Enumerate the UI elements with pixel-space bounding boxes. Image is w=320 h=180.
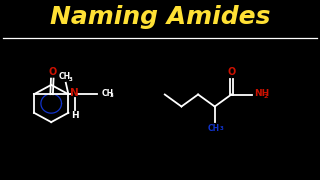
- Text: O: O: [227, 66, 236, 76]
- Text: O: O: [48, 66, 56, 76]
- Text: CH: CH: [208, 124, 220, 133]
- Text: 3: 3: [219, 126, 223, 131]
- Text: H: H: [71, 111, 78, 120]
- Text: 2: 2: [263, 94, 268, 99]
- Text: 3: 3: [68, 77, 72, 82]
- Text: CH: CH: [101, 89, 113, 98]
- Text: CH: CH: [59, 72, 71, 81]
- Text: 3: 3: [109, 93, 113, 98]
- Text: Naming Amides: Naming Amides: [50, 4, 270, 28]
- Text: N: N: [70, 88, 79, 98]
- Text: NH: NH: [254, 89, 270, 98]
